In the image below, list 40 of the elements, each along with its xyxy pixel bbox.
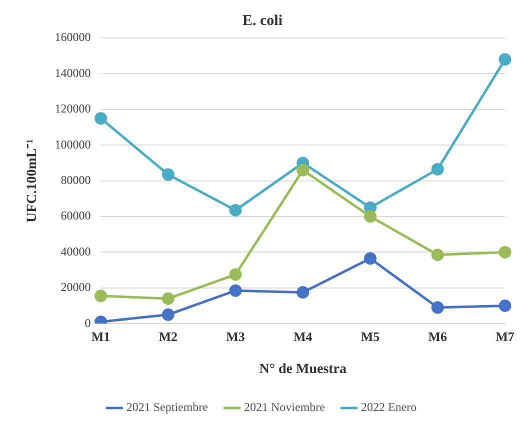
y-tick-label: 160000 — [54, 30, 91, 44]
legend-label: 2021 Septiembre — [126, 400, 208, 414]
point — [431, 162, 444, 176]
point — [229, 268, 242, 281]
point — [431, 301, 444, 314]
legend-label: 2021 Noviembre — [244, 400, 325, 414]
y-tick-label: 0 — [84, 316, 91, 330]
point — [162, 292, 174, 305]
x-tick-label: M5 — [360, 328, 380, 344]
point — [498, 300, 512, 312]
y-tick-label: 100000 — [54, 137, 91, 152]
point — [364, 210, 377, 223]
x-tick-label: M1 — [91, 328, 110, 344]
point — [498, 53, 512, 66]
point — [162, 168, 174, 181]
point — [229, 204, 242, 217]
x-tick-label: M3 — [226, 328, 246, 344]
point — [431, 248, 444, 262]
x-tick-label: M2 — [158, 328, 178, 344]
y-tick-label: 120000 — [54, 102, 91, 116]
y-tick-label: 40000 — [60, 244, 91, 258]
point — [296, 286, 310, 299]
y-tick-label: 80000 — [60, 172, 91, 187]
point — [94, 290, 108, 302]
point — [364, 252, 377, 265]
point — [296, 164, 310, 176]
point — [229, 284, 242, 297]
y-tick-label: 20000 — [60, 280, 91, 294]
x-tick-label: M4 — [294, 328, 313, 344]
x-tick-label: M6 — [428, 328, 448, 344]
point — [498, 246, 512, 258]
chart-title: E. coli — [242, 12, 282, 29]
y-axis-title: UFC.100mL⁻¹ — [25, 139, 40, 223]
point — [94, 112, 108, 125]
x-axis-title: N° de Muestra — [259, 362, 347, 378]
y-tick-label: 140000 — [54, 66, 91, 80]
point — [162, 308, 174, 321]
y-tick-label: 60000 — [60, 208, 91, 223]
legend-label: 2022 Enero — [360, 400, 417, 414]
x-tick-label: M7 — [496, 328, 515, 344]
